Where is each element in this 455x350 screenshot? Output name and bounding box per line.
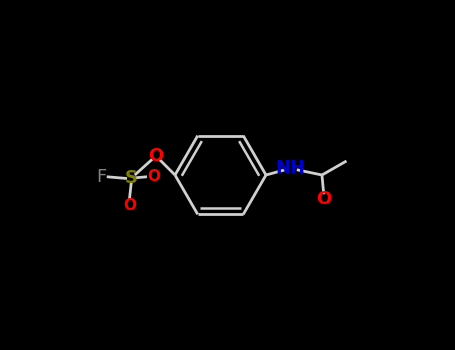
- Text: F: F: [96, 168, 106, 186]
- Text: NH: NH: [275, 159, 305, 177]
- Text: O: O: [147, 169, 160, 184]
- Text: O: O: [316, 190, 331, 209]
- Text: O: O: [148, 147, 163, 165]
- Text: S: S: [125, 169, 138, 188]
- Text: O: O: [123, 198, 136, 212]
